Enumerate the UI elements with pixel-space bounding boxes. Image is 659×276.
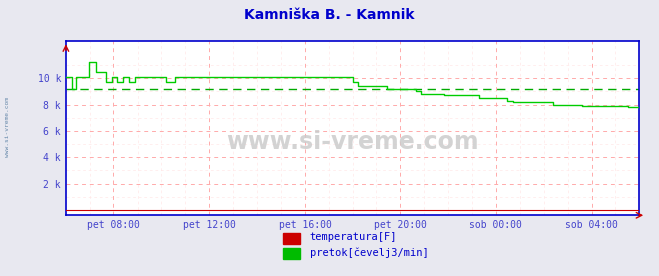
Text: Kamniška B. - Kamnik: Kamniška B. - Kamnik <box>244 8 415 22</box>
Text: www.si-vreme.com: www.si-vreme.com <box>5 97 11 157</box>
Text: temperatura[F]: temperatura[F] <box>310 232 397 242</box>
Text: pretok[čevelj3/min]: pretok[čevelj3/min] <box>310 247 428 258</box>
Text: www.si-vreme.com: www.si-vreme.com <box>226 130 479 154</box>
